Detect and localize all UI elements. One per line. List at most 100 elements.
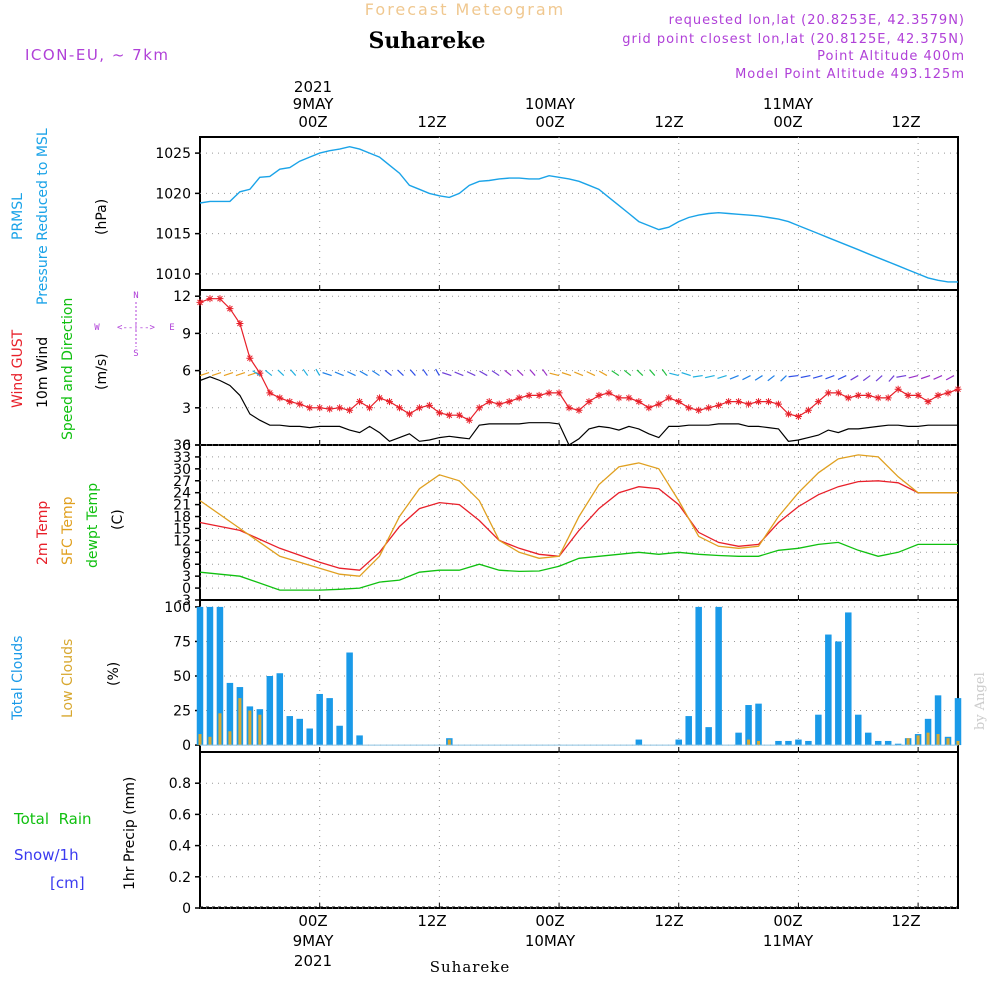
gust-marker-72 [914, 391, 922, 399]
bottom-hour-3: 00Z [535, 912, 564, 930]
low-clouds-label: Low Clouds [60, 639, 76, 718]
gust-marker-64 [834, 389, 842, 397]
total-cloud-bar-7 [266, 676, 274, 746]
bottom-hour-6: 12Z [891, 912, 920, 930]
total-cloud-bar-64 [835, 641, 842, 746]
gust-marker-49 [685, 404, 693, 412]
wind-dir-arrow-240 [435, 368, 440, 376]
ytick-label-wind-1: 3 [182, 401, 191, 417]
bottom-date-3: 11MAY [763, 932, 814, 950]
bottom-date-1: 9MAY [293, 932, 335, 950]
gust-marker-22 [415, 404, 423, 412]
wind-dir-arrow-432 [623, 369, 632, 377]
wind-dir-arrow-696 [888, 375, 895, 382]
ytick-label-temperature-8: 21 [173, 498, 191, 514]
gust-marker-23 [425, 401, 433, 409]
total-cloud-bar-66 [855, 714, 862, 746]
low-cloud-bar-74 [936, 734, 940, 746]
wind-dir-arrow-252 [442, 372, 452, 377]
snow-cm-label: [cm] [50, 874, 85, 892]
wind-dir-arrow-60 [252, 370, 261, 377]
top-hour-4: 12Z [654, 113, 683, 131]
gust-marker-57 [765, 398, 772, 406]
gust-marker-47 [665, 394, 673, 402]
ytick-label-temperature-12: 33 [173, 450, 191, 466]
compass-east: E [169, 323, 174, 333]
wind-dir-arrow-636 [825, 374, 835, 380]
wind-dir-arrow-276 [466, 371, 476, 377]
ytick-label-pressure-2: 1020 [155, 186, 191, 202]
ytick-label-temperature-13: 36 [173, 438, 191, 454]
wind-dir-arrow-468 [661, 368, 668, 376]
wind-dir-arrow-192 [384, 369, 392, 377]
gust-marker-45 [645, 404, 653, 412]
gust-marker-36 [555, 389, 563, 397]
wind-dir-arrow-480 [669, 372, 679, 377]
gust-marker-51 [705, 404, 713, 412]
gust-marker-60 [794, 412, 802, 420]
gust-marker-67 [864, 391, 872, 399]
top-hour-6: 12Z [891, 113, 920, 131]
total-cloud-bar-48 [675, 739, 682, 746]
wind-dir-arrow-756 [945, 375, 955, 381]
point-altitude: Point Altitude 400m [817, 49, 965, 64]
ytick-label-precipitation-3: 0.6 [169, 807, 191, 823]
wind-dir-arrow-672 [862, 375, 871, 382]
gust-marker-71 [904, 391, 912, 399]
cloud-unit: (%) [106, 662, 122, 686]
wind-dir-arrow-156 [347, 371, 356, 377]
gust-marker-35 [545, 389, 553, 397]
wind-dir-arrow-660 [850, 375, 859, 381]
top-hour-2: 12Z [417, 113, 446, 131]
bottom-hour-2: 12Z [417, 912, 446, 930]
wind-dir-arrow-336 [529, 369, 536, 376]
low-cloud-bar-56 [757, 740, 761, 746]
gust-marker-53 [725, 398, 733, 406]
gust-marker-56 [755, 398, 763, 406]
wind-dir-arrow-0 [199, 372, 210, 377]
gust-marker-54 [735, 398, 743, 406]
location-title: Suhareke [369, 28, 486, 54]
gust-marker-63 [824, 389, 832, 397]
compass-west: W [94, 323, 100, 333]
low-cloud-bar-2 [218, 713, 222, 746]
bottom-hour-5: 00Z [773, 912, 802, 930]
gust-marker-11 [306, 404, 314, 412]
ytick-label-temperature-6: 15 [173, 521, 191, 537]
ytick-label-wind-0: 0 [182, 438, 191, 454]
total-cloud-bar-63 [825, 634, 832, 746]
ytick-label-temperature-9: 24 [173, 486, 191, 502]
ytick-label-clouds-2: 50 [173, 669, 191, 685]
low-cloud-bar-76 [956, 740, 960, 746]
gust-marker-30 [495, 400, 503, 408]
wind-dir-arrow-216 [409, 369, 416, 376]
gust-marker-24 [435, 409, 443, 417]
cloud-labels: Total Clouds Low Clouds (%) [10, 636, 122, 721]
gust-marker-27 [465, 416, 473, 424]
ytick-label-temperature-1: 0 [182, 581, 191, 597]
panel-frame-precipitation [199, 751, 959, 909]
gust-marker-58 [774, 400, 782, 408]
precip-axis-label: 1hr Precip (mm) [122, 777, 138, 890]
ytick-label-precipitation-4: 0.8 [169, 776, 191, 792]
wind-dir-arrow-600 [788, 374, 799, 378]
wind-dir-arrow-720 [908, 374, 919, 379]
gust-marker-31 [505, 398, 513, 406]
total-cloud-bar-8 [276, 673, 284, 746]
chart-title: Forecast Meteogram [365, 0, 565, 19]
total-cloud-bar-73 [924, 718, 932, 746]
ytick-label-pressure-0: 1010 [155, 267, 191, 283]
wind-dir-arrow-132 [322, 372, 332, 377]
top-date-2: 10MAY [525, 95, 576, 113]
top-date-1: 9MAY [293, 95, 335, 113]
wind-dir-arrow-492 [681, 372, 691, 377]
wind-dir-arrow-84 [277, 369, 285, 376]
gust-marker-44 [635, 398, 643, 406]
wind-dir-arrow-324 [516, 369, 524, 376]
wind-dir-arrow-528 [717, 374, 727, 379]
ytick-label-clouds-1: 25 [173, 704, 191, 720]
wind-dir-arrow-24 [223, 372, 234, 377]
wind-dir-arrow-204 [397, 369, 404, 376]
wind-labels: Wind GUST 10m Wind Speed and Direction (… [10, 291, 175, 440]
ytick-label-temperature-0: -3 [177, 593, 191, 609]
